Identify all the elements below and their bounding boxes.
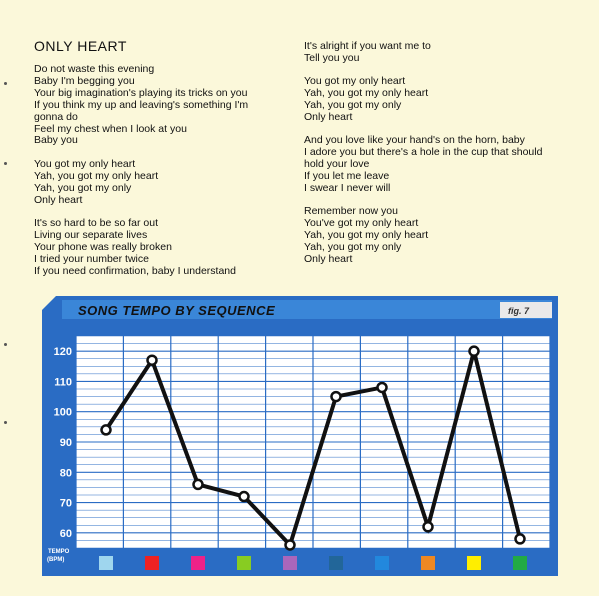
lyric-line: You got my only heart (34, 157, 136, 170)
chart-title-band (62, 300, 552, 319)
lyric-line: Remember now you (304, 205, 398, 218)
tempo-point (468, 345, 480, 357)
lyric-line: It's alright if you want me to (304, 40, 431, 52)
lyric-line: I tried your number twice (34, 252, 149, 265)
tempo-point (146, 354, 158, 366)
lyric-line: Your phone was really broken (34, 240, 172, 253)
lyric-stanza: Do not waste this evening Baby I'm beggin… (34, 63, 284, 147)
lyric-line: gonna do (34, 110, 78, 123)
lyric-line: Tell you you (304, 51, 360, 64)
category-swatch (329, 556, 343, 570)
binding-dot (4, 162, 7, 165)
lyric-stanza: And you love like your hand's on the hor… (304, 135, 564, 195)
category-swatch (283, 556, 297, 570)
lyric-line: Only heart (304, 253, 353, 266)
lyric-stanza: Remember now you You've got my only heart… (304, 206, 564, 266)
tempo-point (192, 478, 204, 491)
lyric-line: Yah, you got my only heart (304, 229, 429, 242)
figure-label: fig. 7 (508, 306, 530, 316)
binding-dot (4, 421, 7, 424)
grid-lines (75, 335, 551, 549)
lyrics-left-column: ONLY HEART Do not waste this evening Baby… (34, 38, 284, 289)
binding-dot (4, 343, 7, 346)
y-tick-label: 100 (54, 407, 72, 419)
category-swatch (513, 556, 527, 570)
lyric-line: I adore you but there's a hole in the cu… (304, 146, 543, 159)
lyric-line: Feel my chest when I look at you (34, 122, 187, 135)
lyric-line: Yah, you got my only heart (304, 87, 429, 100)
series-tempo (100, 345, 526, 551)
lyric-line: Baby I'm begging you (34, 74, 135, 87)
tempo-line (104, 350, 522, 549)
category-swatch (375, 556, 389, 570)
tempo-chart: SONG TEMPO BY SEQUENCE fig. 7 60 70 80 90 10… (42, 296, 558, 576)
y-tick-label: 120 (54, 346, 72, 358)
right-stanzas: It's alright if you want me to Tell you y… (304, 40, 564, 266)
tempo-point (422, 521, 434, 533)
lyric-line: If you let me leave (304, 170, 390, 183)
lyric-line: I swear I never will (304, 182, 391, 195)
lyric-line: Your big imagination's playing its trick… (34, 86, 248, 99)
song-title: ONLY HEART (34, 38, 127, 54)
lyrics-right-column: It's alright if you want me to Tell you y… (304, 40, 564, 278)
y-tick-label: 80 (60, 467, 72, 479)
category-swatch (421, 556, 435, 570)
y-tick-label: 90 (60, 437, 72, 449)
lyric-line: And you love like your hand's on the hor… (304, 134, 525, 147)
tempo-point (284, 539, 296, 551)
lyric-line: Living our separate lives (34, 228, 148, 241)
lyric-stanza: It's alright if you want me to Tell you y… (304, 40, 564, 65)
category-swatch (237, 556, 251, 570)
lyric-line: Yah, you got my only heart (34, 169, 159, 182)
left-stanzas: Do not waste this evening Baby I'm beggin… (34, 63, 284, 278)
category-swatch (145, 556, 159, 570)
y-axis-label-line2: (BPM) (47, 557, 64, 563)
lyric-stanza: You got my only heart Yah, you got my onl… (304, 75, 564, 124)
lyric-line: If you think my up and leaving's somethi… (34, 98, 249, 111)
y-tick-label: 110 (54, 376, 72, 388)
tempo-point (514, 533, 526, 545)
lyric-line: Yah, you got my only (34, 181, 132, 194)
category-swatch (99, 556, 113, 570)
lyric-stanza: It's so hard to be so far out Living our … (34, 216, 284, 278)
lyric-line: You've got my only heart (304, 217, 419, 230)
category-swatch (191, 556, 205, 570)
figure-label-box (500, 302, 552, 318)
lyric-line: Baby you (34, 134, 78, 147)
y-tick-label: 60 (60, 528, 72, 540)
lyric-line: Yah, you got my only (304, 99, 402, 112)
binding-dot (4, 82, 7, 85)
y-axis-label-line1: TEMPO (48, 549, 70, 555)
tempo-chart-panel: SONG TEMPO BY SEQUENCE fig. 7 60 70 80 90 10… (42, 296, 558, 576)
lyric-line: Only heart (34, 193, 83, 206)
lyric-line: If you need confirmation, baby I underst… (34, 264, 236, 277)
category-swatches (99, 556, 527, 570)
lyric-line: Only heart (304, 111, 353, 124)
lyric-line: It's so hard to be so far out (34, 216, 158, 229)
tempo-point (330, 390, 342, 403)
tempo-point (376, 381, 388, 394)
y-tick-label: 70 (60, 498, 72, 510)
lyric-line: hold your love (304, 158, 370, 171)
lyric-line: Do not waste this evening (34, 63, 155, 75)
lyric-line: Yah, you got my only (304, 241, 402, 254)
lyric-line: You got my only heart (304, 75, 406, 88)
category-swatch (467, 556, 481, 570)
y-axis-ticks: 60 70 80 90 100 110 120 (54, 346, 72, 540)
chart-title: SONG TEMPO BY SEQUENCE (78, 303, 275, 318)
tempo-point (238, 490, 250, 503)
tempo-point (100, 424, 112, 436)
lyric-stanza: You got my only heart Yah, you got my onl… (34, 157, 284, 207)
